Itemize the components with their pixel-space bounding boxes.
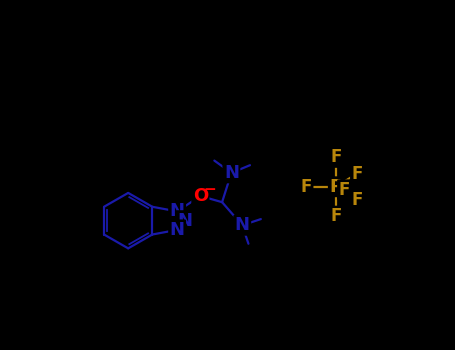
Text: F: F [330,148,342,167]
Text: F: F [351,191,363,209]
Text: F: F [301,178,312,196]
Text: F: F [330,207,342,225]
Text: N: N [170,202,185,220]
Text: F: F [339,181,350,199]
Text: N: N [177,212,192,230]
Text: F: F [351,164,363,183]
Text: P: P [329,178,343,196]
Text: O: O [193,187,208,205]
Text: N: N [235,216,250,234]
Text: −: − [203,182,216,197]
Text: N: N [170,221,185,239]
Text: N: N [224,164,239,182]
